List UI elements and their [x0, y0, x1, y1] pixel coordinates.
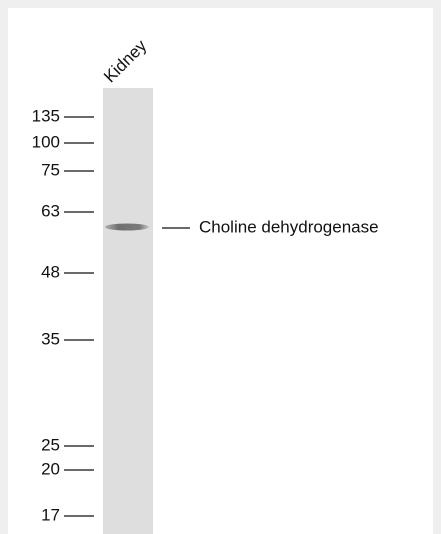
- marker-label: 135: [32, 106, 60, 125]
- page: Kidney Choline dehydrogenase 13510075634…: [0, 0, 441, 534]
- blot-figure: Kidney Choline dehydrogenase 13510075634…: [0, 0, 441, 534]
- band-label: Choline dehydrogenase: [199, 217, 379, 236]
- marker-label: 75: [41, 160, 60, 179]
- marker-label: 20: [41, 459, 60, 478]
- marker-label: 100: [32, 132, 60, 151]
- marker-label: 25: [41, 435, 60, 454]
- marker-label: 35: [41, 329, 60, 348]
- marker-label: 63: [41, 201, 60, 220]
- panel: [8, 8, 433, 534]
- marker-label: 17: [41, 505, 60, 524]
- marker-label: 48: [41, 262, 60, 281]
- band: [105, 224, 149, 231]
- lane: [103, 88, 153, 534]
